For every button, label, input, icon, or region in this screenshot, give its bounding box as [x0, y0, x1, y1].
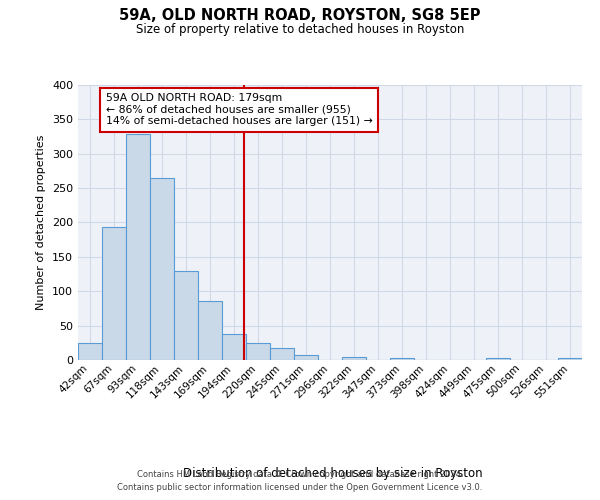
- Text: 59A OLD NORTH ROAD: 179sqm
← 86% of detached houses are smaller (955)
14% of sem: 59A OLD NORTH ROAD: 179sqm ← 86% of deta…: [106, 93, 373, 126]
- Text: Distribution of detached houses by size in Royston: Distribution of detached houses by size …: [183, 467, 483, 480]
- Bar: [222, 334, 246, 360]
- Bar: [78, 343, 102, 360]
- Text: Size of property relative to detached houses in Royston: Size of property relative to detached ho…: [136, 22, 464, 36]
- Bar: [270, 348, 294, 360]
- Bar: [150, 178, 174, 360]
- Bar: [246, 343, 270, 360]
- Bar: [486, 358, 510, 360]
- Text: Contains HM Land Registry data © Crown copyright and database right 2024.
Contai: Contains HM Land Registry data © Crown c…: [118, 470, 482, 492]
- Bar: [126, 134, 150, 360]
- Bar: [102, 228, 126, 360]
- Bar: [558, 358, 582, 360]
- Bar: [294, 354, 318, 360]
- Y-axis label: Number of detached properties: Number of detached properties: [37, 135, 46, 310]
- Bar: [174, 270, 198, 360]
- Bar: [198, 301, 222, 360]
- Bar: [342, 356, 366, 360]
- Text: 59A, OLD NORTH ROAD, ROYSTON, SG8 5EP: 59A, OLD NORTH ROAD, ROYSTON, SG8 5EP: [119, 8, 481, 22]
- Bar: [390, 358, 414, 360]
